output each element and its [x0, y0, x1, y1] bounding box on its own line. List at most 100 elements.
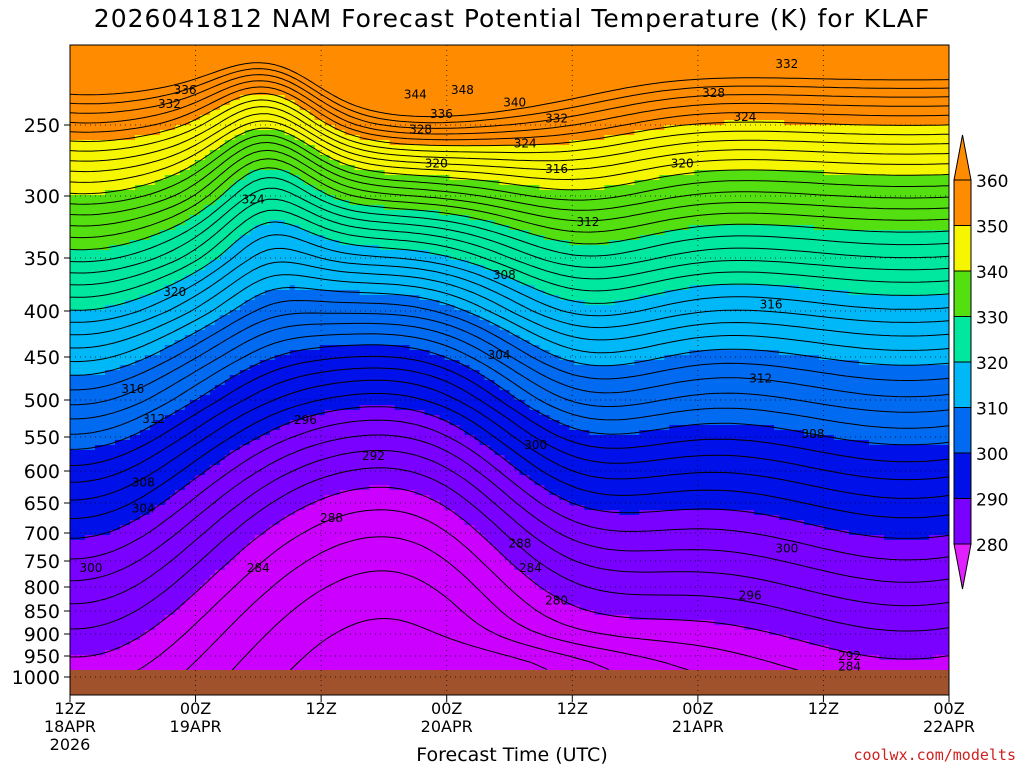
contour-cell	[234, 455, 241, 461]
contour-cell	[119, 565, 126, 571]
contour-cell	[174, 410, 181, 416]
contour-cell	[189, 655, 196, 661]
contour-cell	[124, 505, 131, 511]
contour-cell	[169, 410, 176, 416]
contour-cell	[164, 190, 171, 196]
contour-cell	[254, 595, 261, 601]
contour-cell	[224, 490, 231, 496]
contour-cell	[109, 315, 116, 321]
contour-cell	[249, 210, 256, 216]
contour-cell	[174, 425, 181, 431]
contour-cell	[89, 665, 96, 671]
contour-cell	[149, 460, 156, 466]
contour-cell	[109, 50, 116, 56]
contour-cell	[224, 525, 231, 531]
contour-cell	[194, 315, 201, 321]
contour-cell	[79, 560, 86, 566]
contour-cell	[214, 650, 221, 656]
contour-cell	[89, 240, 96, 246]
contour-cell	[174, 85, 181, 91]
contour-cell	[134, 210, 141, 216]
contour-cell	[209, 515, 216, 521]
contour-cell	[99, 340, 106, 346]
contour-cell	[209, 80, 216, 86]
contour-cell	[159, 250, 166, 256]
contour-cell	[159, 470, 166, 476]
contour-cell	[174, 270, 181, 276]
contour-cell	[179, 575, 186, 581]
contour-cell	[194, 545, 201, 551]
contour-cell	[89, 205, 96, 211]
contour-cell	[194, 375, 201, 381]
contour-cell	[114, 530, 121, 536]
contour-cell	[229, 540, 236, 546]
contour-cell	[134, 625, 141, 631]
contour-cell	[194, 465, 201, 471]
contour-cell	[239, 135, 246, 141]
contour-cell	[159, 140, 166, 146]
contour-cell	[174, 550, 181, 556]
contour-cell	[169, 285, 176, 291]
contour-cell	[214, 115, 221, 121]
contour-cell	[219, 550, 226, 556]
contour-cell	[194, 625, 201, 631]
contour-cell	[234, 425, 241, 431]
contour-cell	[144, 95, 151, 101]
contour-cell	[179, 285, 186, 291]
contour-cell	[119, 600, 126, 606]
contour-cell	[239, 100, 246, 106]
contour-cell	[99, 225, 106, 231]
contour-cell	[104, 160, 111, 166]
contour-cell	[259, 310, 266, 316]
contour-cell	[199, 435, 206, 441]
contour-cell	[114, 80, 121, 86]
contour-cell	[199, 580, 206, 586]
contour-cell	[169, 55, 176, 61]
contour-cell	[119, 420, 126, 426]
contour-cell	[199, 555, 206, 561]
contour-cell	[139, 390, 146, 396]
contour-cell	[144, 540, 151, 546]
contour-cell	[154, 580, 161, 586]
contour-cell	[109, 520, 116, 526]
contour-cell	[244, 650, 251, 656]
contour-cell	[124, 360, 131, 366]
contour-cell	[184, 490, 191, 496]
contour-cell	[114, 160, 121, 166]
contour-cell	[184, 135, 191, 141]
contour-cell	[129, 460, 136, 466]
contour-cell	[164, 510, 171, 516]
contour-cell	[164, 570, 171, 576]
contour-cell	[154, 600, 161, 606]
contour-cell	[164, 635, 171, 641]
contour-cell	[239, 645, 246, 651]
contour-cell	[224, 135, 231, 141]
contour-cell	[94, 170, 101, 176]
contour-cell	[94, 415, 101, 421]
contour-cell	[209, 410, 216, 416]
contour-cell	[199, 425, 206, 431]
contour-cell	[239, 270, 246, 276]
contour-cell	[70, 455, 76, 461]
contour-cell	[144, 90, 151, 96]
contour-cell	[79, 645, 86, 651]
contour-cell	[234, 345, 241, 351]
contour-cell	[234, 550, 241, 556]
contour-cell	[199, 475, 206, 481]
contour-cell	[70, 280, 76, 286]
contour-cell	[114, 400, 121, 406]
contour-cell	[229, 100, 236, 106]
contour-cell	[154, 635, 161, 641]
contour-cell	[124, 325, 131, 331]
contour-cell	[119, 235, 126, 241]
contour-cell	[204, 565, 211, 571]
contour-cell	[199, 605, 206, 611]
contour-cell	[149, 240, 156, 246]
contour-cell	[104, 630, 111, 636]
contour-cell	[194, 630, 201, 636]
contour-cell	[114, 75, 121, 81]
contour-cell	[229, 630, 236, 636]
contour-cell	[89, 630, 96, 636]
contour-cell	[239, 170, 246, 176]
contour-cell	[234, 180, 241, 186]
